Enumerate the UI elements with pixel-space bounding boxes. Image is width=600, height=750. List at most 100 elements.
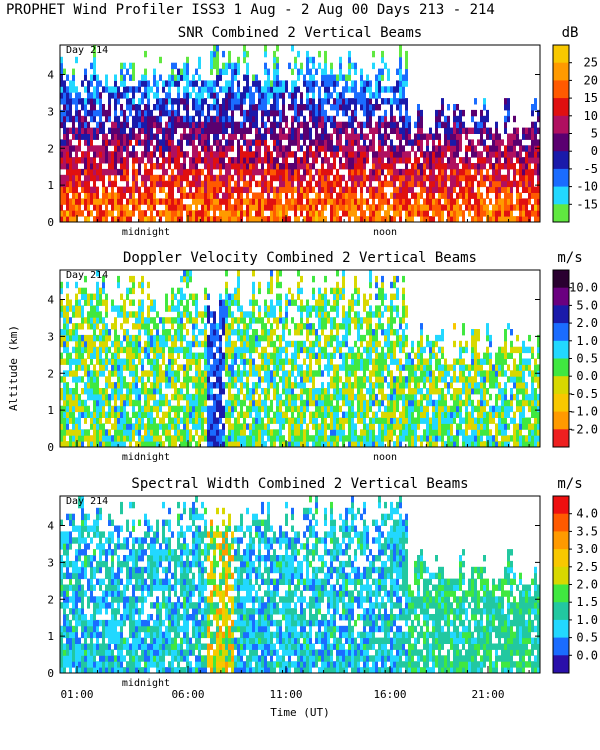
snr-cell <box>102 198 105 205</box>
snr-cell <box>126 92 129 99</box>
snr-cell <box>264 68 267 75</box>
snr-cell <box>60 115 63 123</box>
snr-cell <box>270 80 273 87</box>
snr-cell <box>267 86 270 93</box>
snr-cell <box>270 168 273 176</box>
velocity-cell <box>321 393 324 401</box>
velocity-cell <box>75 293 78 300</box>
velocity-cell <box>306 334 309 342</box>
snr-cell <box>120 163 123 170</box>
snr-cell <box>213 180 216 188</box>
velocity-cell <box>108 417 111 424</box>
snr-cell <box>177 121 180 129</box>
snr-cell <box>138 168 141 176</box>
snr-cell <box>243 115 246 123</box>
snr-cell <box>225 68 228 75</box>
snr-cell <box>237 210 240 217</box>
snr-cell <box>315 104 318 111</box>
snr-cell <box>474 145 477 152</box>
snr-cell <box>168 74 171 81</box>
velocity-cell <box>219 340 222 348</box>
velocity-cell <box>63 388 66 395</box>
snr-cell <box>357 180 360 188</box>
velocity-cell <box>231 317 234 324</box>
snr-cell <box>294 133 297 140</box>
velocity-cell <box>276 275 279 283</box>
snr-cell <box>102 133 105 140</box>
snr-cell <box>177 198 180 205</box>
velocity-cell <box>219 346 222 354</box>
velocity-cell <box>177 305 180 312</box>
snr-cell <box>72 210 75 217</box>
snr-cell <box>330 210 333 217</box>
snr-cell <box>360 180 363 188</box>
velocity-cell <box>147 352 150 359</box>
snr-cell <box>363 133 366 140</box>
velocity-cell <box>300 346 303 354</box>
snr-cell <box>351 192 354 199</box>
snr-cell <box>144 210 147 217</box>
velocity-cell <box>180 405 183 413</box>
snr-cell <box>462 198 465 205</box>
velocity-cell <box>174 382 177 389</box>
velocity-cell <box>81 340 84 348</box>
snr-cell <box>402 115 405 123</box>
velocity-cell <box>123 376 126 383</box>
velocity-cell <box>69 388 72 395</box>
snr-cell <box>258 216 261 222</box>
velocity-cell <box>201 370 204 377</box>
velocity-cell <box>264 399 267 407</box>
snr-cell <box>150 174 153 182</box>
velocity-cell <box>147 293 150 300</box>
velocity-cell <box>192 293 195 300</box>
snr-cell <box>429 168 432 176</box>
snr-cell <box>366 104 369 111</box>
snr-cell <box>204 210 207 217</box>
velocity-cell <box>198 441 201 447</box>
velocity-cell <box>132 376 135 383</box>
snr-cell <box>330 74 333 81</box>
velocity-cell <box>195 311 198 318</box>
snr-cell <box>93 157 96 164</box>
velocity-cell <box>219 388 222 395</box>
snr-cell <box>189 192 192 199</box>
velocity-cell <box>228 299 231 306</box>
velocity-cell <box>231 405 234 413</box>
snr-cell <box>471 204 474 211</box>
velocity-cell <box>240 352 243 359</box>
velocity-cell <box>198 329 201 336</box>
snr-cell <box>402 80 405 87</box>
velocity-cell <box>120 364 123 371</box>
snr-cell <box>333 157 336 164</box>
velocity-cell <box>186 417 189 424</box>
velocity-cell <box>165 340 168 348</box>
snr-cell <box>381 192 384 199</box>
velocity-cell <box>243 358 246 365</box>
velocity-cell <box>237 429 240 436</box>
velocity-cell <box>180 393 183 401</box>
snr-cell <box>264 151 267 158</box>
snr-cell <box>297 121 300 129</box>
velocity-cell <box>261 352 264 359</box>
snr-cell <box>240 210 243 217</box>
velocity-cell <box>324 393 327 401</box>
velocity-cell <box>60 358 63 365</box>
velocity-cell <box>306 393 309 401</box>
velocity-cell <box>321 417 324 424</box>
velocity-cell <box>126 429 129 436</box>
velocity-cell <box>87 435 90 442</box>
velocity-cell <box>207 317 210 324</box>
snr-cell <box>525 163 528 170</box>
velocity-cell <box>294 399 297 407</box>
snr-cell <box>96 145 99 152</box>
snr-cell <box>285 168 288 176</box>
snr-cell <box>357 98 360 105</box>
snr-cell <box>219 145 222 152</box>
velocity-cell <box>216 399 219 407</box>
snr-cell <box>156 80 159 87</box>
velocity-cell <box>234 329 237 336</box>
snr-cell <box>384 127 387 134</box>
snr-cell <box>75 151 78 158</box>
snr-cell <box>393 168 396 176</box>
snr-cell <box>99 145 102 152</box>
